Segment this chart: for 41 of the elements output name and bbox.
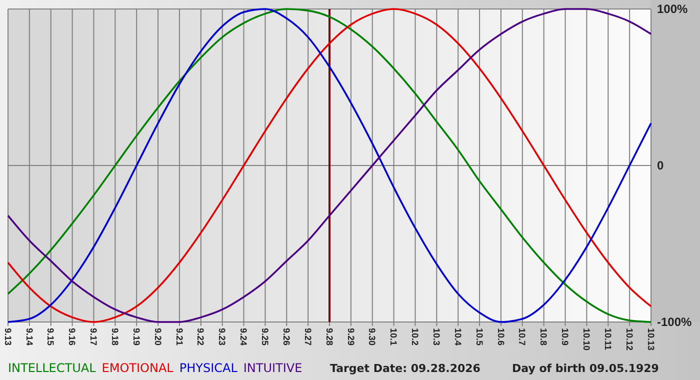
x-tick-label: 9.25 (260, 328, 270, 346)
x-tick-label: 9.14 (24, 328, 34, 346)
x-tick-label: 9.27 (302, 328, 313, 346)
x-tick-label: 9.28 (324, 328, 334, 346)
x-tick-label: 10.9 (560, 328, 570, 346)
x-tick-label: 10.5 (474, 328, 484, 346)
x-tick-label: 10.2 (410, 328, 420, 346)
line-series (7, 8, 652, 323)
x-tick-label: 9.21 (174, 328, 184, 346)
x-tick-label: 10.12 (624, 328, 634, 351)
x-tick-label: 10.7 (517, 328, 528, 346)
x-tick-label: 10.10 (582, 328, 592, 351)
x-tick-label: 9.23 (217, 328, 228, 346)
x-tick-label: 9.29 (346, 328, 356, 346)
x-tick-label: 10.3 (432, 328, 442, 346)
x-tick-label: 10.13 (646, 328, 656, 351)
x-tick-label: 9.15 (46, 328, 56, 346)
y-tick-label: 0 (657, 158, 664, 173)
x-tick-label: 9.17 (88, 328, 99, 346)
text: EMOTIONAL (102, 361, 174, 375)
x-tick-label: 9.18 (110, 328, 120, 346)
x-tick-label: 10.8 (538, 328, 549, 346)
y-tick-label: -100% (657, 315, 692, 330)
x-tick-label: 9.26 (281, 328, 292, 346)
y-tick-label: 100% (657, 2, 688, 16)
x-tick-label: 10.11 (602, 328, 613, 350)
x-tick-label: 9.22 (196, 328, 206, 346)
x-tick-label: 9.19 (131, 328, 142, 346)
x-tick-label: 10.1 (388, 328, 399, 346)
x-tick-label: 10.4 (452, 328, 463, 346)
x-tick-label: 9.30 (367, 328, 378, 346)
x-tick-label: 9.24 (238, 328, 249, 346)
x-tick-label: 9.13 (2, 328, 13, 346)
text: Day of birth 09.05.1929 (512, 362, 659, 375)
x-tick-label: 10.6 (496, 328, 506, 346)
text: Target Date: 09.28.2026 (330, 362, 481, 375)
text: PHYSICAL (179, 361, 238, 375)
text: INTELLECTUAL (8, 361, 96, 375)
text: INTUITIVE (243, 361, 302, 375)
x-tick-label: 9.20 (152, 328, 163, 346)
x-tick-label: 9.16 (67, 328, 78, 346)
